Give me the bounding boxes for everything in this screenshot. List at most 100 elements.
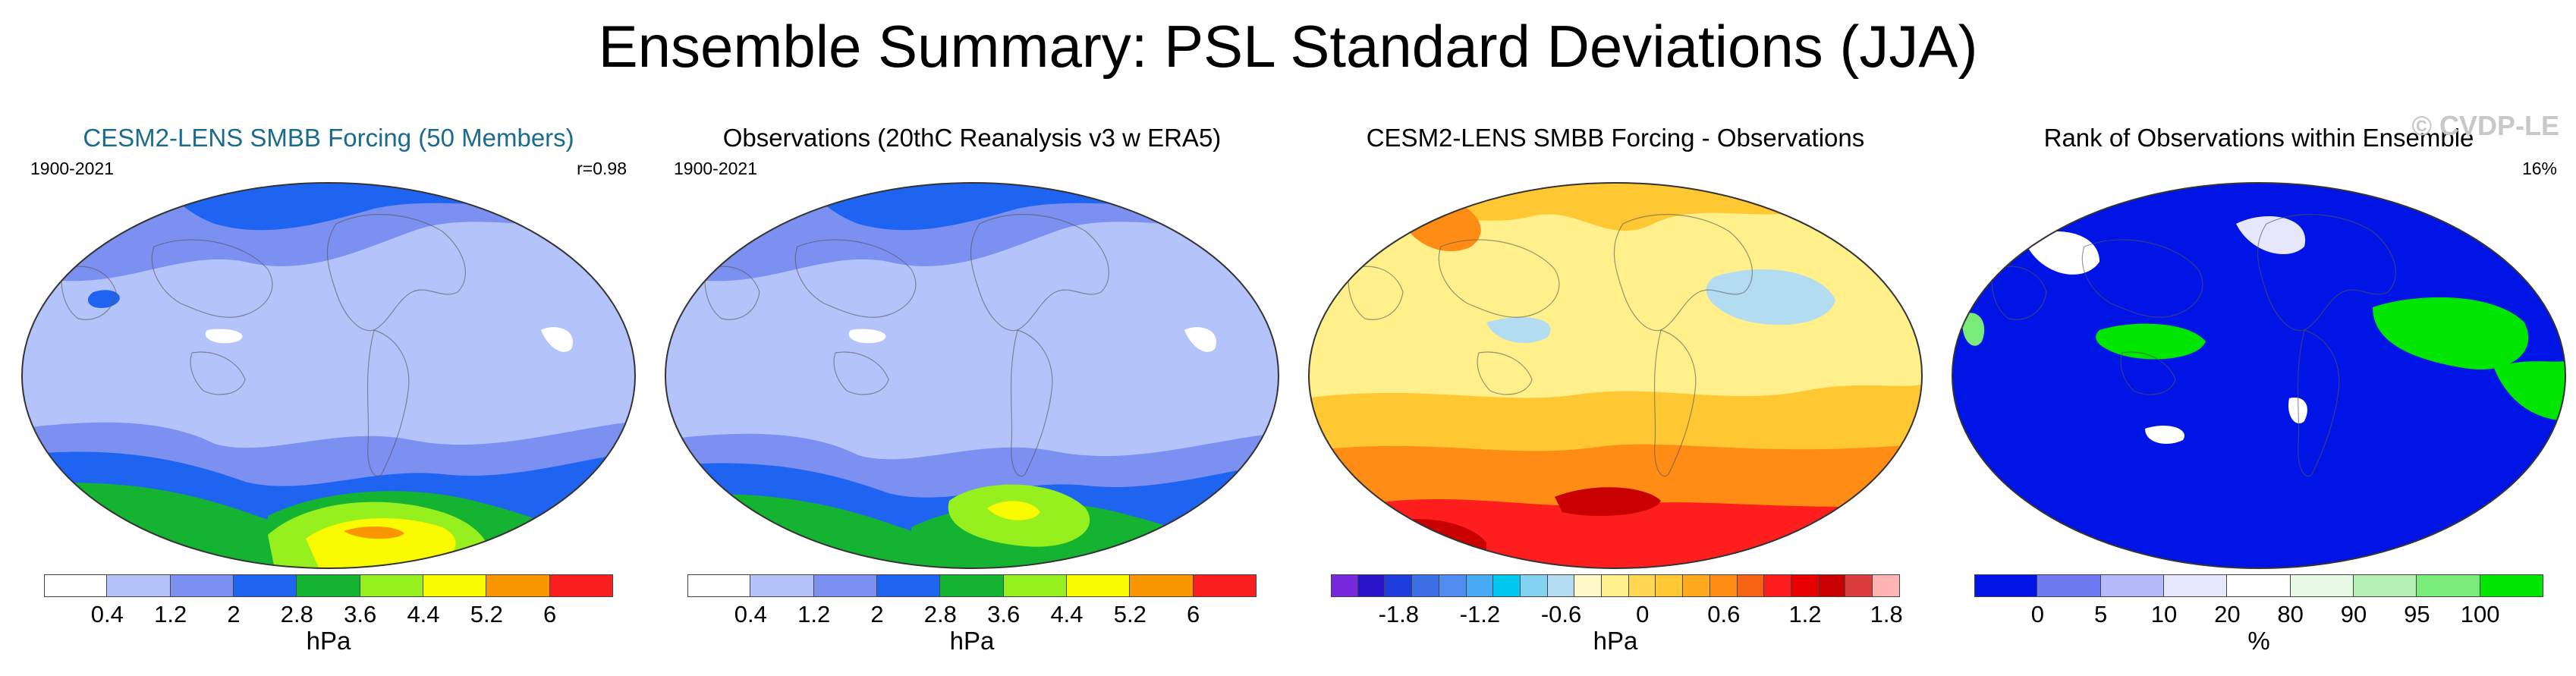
panel-title: Observations (20thC Reanalysis v3 w ERA5…: [722, 124, 1222, 152]
colorbar-swatch: [423, 574, 487, 597]
colorbar-1: [44, 574, 613, 597]
colorbar-swatch: [1873, 574, 1900, 597]
colorbar-tick-label: 6: [543, 601, 557, 627]
colorbar-swatch: [1493, 574, 1521, 597]
correlation-label: r=0.98: [577, 159, 627, 178]
colorbar-swatch: [360, 574, 423, 597]
continent-outline: [326, 214, 466, 332]
period-label: 1900-2021: [674, 159, 757, 178]
colorbar-swatch: [1974, 574, 2038, 597]
colorbar-tick-label: 95: [2404, 601, 2430, 627]
map-panel-2: Observations (20thC Reanalysis v3 w ERA5…: [657, 114, 1287, 668]
colorbar-3: [1331, 574, 1900, 597]
colorbar-tick-label: 6: [1187, 601, 1200, 627]
map-panel-1: CESM2-LENS SMBB Forcing (50 Members) 1900…: [14, 114, 643, 668]
continent-outline: [366, 329, 410, 477]
colorbar-swatch: [876, 574, 941, 597]
panel-title: Rank of Observations within Ensemble: [2043, 124, 2474, 152]
continent-outline: [970, 214, 1109, 332]
colorbar-swatch: [1737, 574, 1765, 597]
colorbar-swatch: [2290, 574, 2354, 597]
continent-outline: [190, 351, 246, 395]
east-high-rank: [2494, 360, 2565, 421]
arctic-light: [2236, 216, 2306, 254]
continent-outline: [2081, 239, 2203, 318]
colorbar-tick-label: 5: [2094, 601, 2108, 627]
colorbar-tick-label: 0.4: [734, 601, 767, 627]
colorbar-tick-label: 0: [2030, 601, 2044, 627]
colorbar-swatch: [1574, 574, 1603, 597]
colorbar-2: [687, 574, 1257, 597]
colorbar-unit-label: hPa: [949, 627, 995, 655]
continent-outline: [2120, 351, 2176, 395]
colorbar-unit-label: hPa: [1593, 627, 1638, 655]
low-patch: [541, 327, 573, 352]
colorbar-swatch: [1130, 574, 1194, 597]
colorbar-tick-label: 2: [870, 601, 884, 627]
tropical-high-rank: [2096, 323, 2206, 360]
colorbar-swatch: [1466, 574, 1494, 597]
colorbar-tick-label: 4.4: [1050, 601, 1084, 627]
colorbar-swatch: [2100, 574, 2164, 597]
colorbar-tick-label: 1.2: [1788, 601, 1822, 627]
south-core-yellow: [987, 501, 1040, 520]
colorbar-swatch: [44, 574, 108, 597]
panel-title: CESM2-LENS SMBB Forcing (50 Members): [83, 124, 574, 152]
continent-outline: [794, 239, 917, 318]
period-label: 1900-2021: [30, 159, 114, 178]
colorbar-swatch: [1412, 574, 1439, 597]
colorbar-tick-label: 90: [2340, 601, 2367, 627]
colorbar-tick-label: 1.2: [797, 601, 831, 627]
colorbar-4: [1974, 574, 2543, 597]
low-patch: [205, 329, 243, 344]
north-orange: [1309, 183, 1922, 231]
map-panel-4: Rank of Observations within Ensemble 16%: [1944, 114, 2574, 668]
colorbar-swatch: [2163, 574, 2228, 597]
globe-border: [21, 182, 636, 569]
colorbar-tick-label: 4.4: [407, 601, 440, 627]
south-white: [2145, 425, 2184, 444]
globe-border: [665, 182, 1279, 569]
continent-outline: [1653, 329, 1697, 477]
continent-outline: [1010, 329, 1053, 477]
continent-outline: [151, 239, 273, 318]
colorbar-unit-label: %: [2247, 627, 2270, 655]
colorbar-tick-label: 5.2: [470, 601, 503, 627]
watermark: © CVDP-LE: [2411, 110, 2559, 141]
panel-title: CESM2-LENS SMBB Forcing - Observations: [1366, 124, 1865, 152]
colorbar-tick-label: 2.8: [280, 601, 313, 627]
south-core-orange: [344, 526, 404, 539]
continent-outline: [1477, 351, 1533, 395]
colorbar-tick-label: 0.4: [90, 601, 124, 627]
colorbar-tick-label: 80: [2277, 601, 2304, 627]
colorbar-swatch: [1357, 574, 1386, 597]
colorbar-swatch: [1791, 574, 1819, 597]
colorbar-swatch: [2417, 574, 2480, 597]
colorbar-tick-label: -0.6: [1540, 601, 1582, 627]
globe-map-3: [1308, 182, 1923, 569]
colorbar-tick-label: 1.8: [1870, 601, 1903, 627]
map-panel-3: CESM2-LENS SMBB Forcing - Observations: [1301, 114, 1930, 668]
colorbar-swatch: [1066, 574, 1131, 597]
west-edge-green: [1962, 313, 1985, 346]
colorbar-tick-label: 10: [2150, 601, 2178, 627]
colorbar-tick-label: -1.2: [1459, 601, 1501, 627]
colorbar-swatch: [1385, 574, 1413, 597]
colorbar-tick-label: 3.6: [344, 601, 377, 627]
colorbar-tick-label: 3.6: [987, 601, 1021, 627]
colorbar-swatch: [170, 574, 234, 597]
colorbar-tick-label: 0: [1636, 601, 1650, 627]
globe-map-2: [665, 182, 1279, 569]
colorbar-tick-label: 2.8: [923, 601, 957, 627]
continent-outline: [2257, 214, 2396, 332]
colorbar-swatch: [750, 574, 814, 597]
colorbar-swatch: [1602, 574, 1629, 597]
rank-summary-label: 16%: [2521, 159, 2557, 178]
continent-outline: [833, 351, 889, 395]
colorbar-swatch: [687, 574, 751, 597]
colorbar-swatch: [1709, 574, 1738, 597]
continent-outline: [1348, 266, 1404, 320]
tropical-negative: [1486, 316, 1551, 344]
colorbar-swatch: [1439, 574, 1467, 597]
colorbar-swatch: [1628, 574, 1656, 597]
